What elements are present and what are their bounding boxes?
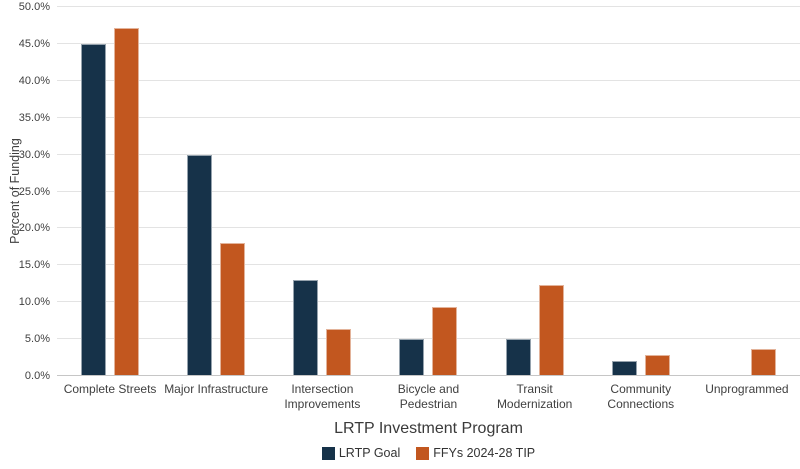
bar-group — [375, 7, 481, 376]
x-axis-title: LRTP Investment Program — [334, 420, 523, 437]
gridline — [57, 338, 800, 340]
y-tick-label: 45.0% — [18, 37, 50, 50]
y-tick-label: 20.0% — [18, 222, 50, 235]
bar-groups — [57, 7, 800, 376]
x-category-labels: Complete Streets Major Infrastructure Inte… — [57, 382, 800, 412]
x-category-label: Unprogrammed — [705, 382, 789, 396]
gridline — [57, 301, 800, 303]
bar-ffys-2024-28-tip — [220, 243, 246, 376]
bar-group — [57, 7, 163, 376]
x-category-label: Community Connections — [607, 382, 675, 411]
gridline — [57, 42, 800, 44]
y-tick-label: 15.0% — [18, 259, 50, 272]
y-tick-label: 25.0% — [18, 185, 50, 198]
x-category-label: Transit Modernization — [496, 382, 573, 411]
bar-lrtp-goal — [505, 339, 531, 376]
legend-label: FFYs 2024-28 TIP — [433, 446, 536, 460]
x-category-label: Intersection Improvements — [284, 382, 361, 411]
legend: LRTP Goal FFYs 2024-28 TIP — [57, 446, 800, 460]
x-category-label: Major Infrastructure — [164, 382, 269, 396]
x-category-label: Complete Streets — [63, 382, 157, 396]
bar-lrtp-goal — [187, 154, 213, 376]
legend-swatch-icon — [321, 446, 335, 460]
gridline — [57, 6, 800, 7]
bar-lrtp-goal — [81, 43, 107, 376]
bar-group — [694, 7, 800, 376]
legend-item-lrtp-goal: LRTP Goal — [321, 446, 401, 460]
y-tick-label: 5.0% — [24, 333, 50, 346]
x-axis-line — [57, 375, 800, 376]
legend-swatch-icon — [416, 446, 430, 460]
y-tick-label: 0.0% — [24, 370, 50, 382]
bar-group — [163, 7, 269, 376]
plot-area — [57, 6, 800, 376]
bar-ffys-2024-28-tip — [538, 284, 564, 376]
bar-lrtp-goal — [293, 280, 319, 376]
legend-item-ffys-2024-28-tip: FFYs 2024-28 TIP — [416, 446, 535, 460]
y-tick-labels: 0.0% 5.0% 10.0% 15.0% 20.0% 25.0% 30.0% 35.0% 40… — [0, 1, 50, 382]
gridline — [57, 190, 800, 192]
gridlines — [57, 6, 800, 376]
bar-ffys-2024-28-tip — [750, 349, 776, 376]
bar-lrtp-goal — [399, 339, 425, 376]
legend-label: LRTP Goal — [338, 446, 401, 460]
gridline — [57, 79, 800, 81]
bar-ffys-2024-28-tip — [326, 328, 352, 376]
bar-group — [482, 7, 588, 376]
bar-lrtp-goal — [611, 361, 637, 376]
bar-ffys-2024-28-tip — [432, 306, 458, 376]
x-category-label: Bicycle and Pedestrian — [397, 382, 460, 411]
bar-ffys-2024-28-tip — [644, 355, 670, 376]
gridline — [57, 227, 800, 229]
y-tick-label: 10.0% — [18, 296, 50, 309]
bar-ffys-2024-28-tip — [114, 27, 140, 376]
gridline — [57, 153, 800, 155]
bar-group — [269, 7, 375, 376]
y-tick-label: 35.0% — [18, 111, 50, 124]
y-tick-label: 40.0% — [18, 74, 50, 87]
gridline — [57, 264, 800, 266]
gridline — [57, 116, 800, 118]
y-tick-label: 30.0% — [18, 148, 50, 161]
bar-group — [588, 7, 694, 376]
y-tick-label: 50.0% — [18, 1, 50, 13]
